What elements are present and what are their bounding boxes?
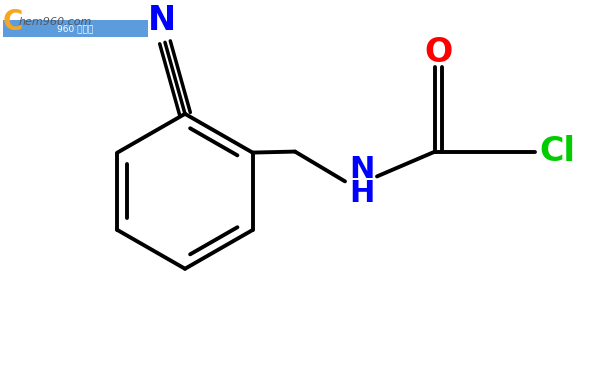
Text: 960 化工网: 960 化工网 xyxy=(57,24,93,33)
Text: O: O xyxy=(425,36,453,69)
Text: hem960.com: hem960.com xyxy=(19,16,93,27)
Text: H: H xyxy=(349,179,374,208)
Text: C: C xyxy=(3,9,24,36)
Bar xyxy=(3,20,148,38)
Text: N: N xyxy=(148,4,176,37)
Text: Cl: Cl xyxy=(539,135,575,168)
Text: N: N xyxy=(349,155,374,184)
